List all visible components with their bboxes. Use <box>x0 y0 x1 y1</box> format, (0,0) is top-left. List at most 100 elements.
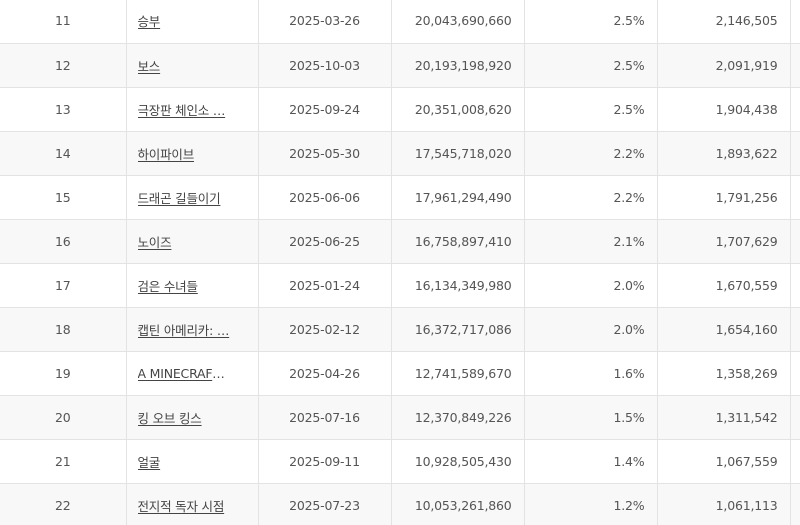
release-date-cell: 2025-09-24 <box>258 87 392 131</box>
movie-title-link[interactable]: 승부 <box>137 14 161 30</box>
rank-cell: 17 <box>0 263 127 307</box>
audience-count-cell: 1,311,542 <box>657 395 791 439</box>
sales-amount-cell: 20,043,690,660 <box>391 0 525 43</box>
sales-amount-cell: 10,053,261,860 <box>391 483 525 525</box>
sales-share-cell: 2.2% <box>524 175 658 219</box>
movie-title-link[interactable]: 보스 <box>137 58 161 74</box>
audience-count-cell: 1,061,113 <box>657 483 791 525</box>
table-row: 19 A MINECRAFT … 2025-04-26 12,741,589,670 1… <box>0 351 800 395</box>
release-date-cell: 2025-02-12 <box>258 307 392 351</box>
sales-share-cell: 2.2% <box>524 131 658 175</box>
rank-cell: 21 <box>0 439 127 483</box>
movie-title-cell: 얼굴 <box>126 439 259 483</box>
overflow-column-cell <box>790 483 800 525</box>
sales-amount-cell: 17,961,294,490 <box>391 175 525 219</box>
release-date-cell: 2025-03-26 <box>258 0 392 43</box>
rank-cell: 15 <box>0 175 127 219</box>
table-row: 22 전지적 독자 시점 2025-07-23 10,053,261,860 1.2% 1… <box>0 483 800 525</box>
movie-title-link[interactable]: 킹 오브 킹스 <box>137 410 202 426</box>
movie-title-link[interactable]: A MINECRAFT … <box>137 365 232 381</box>
sales-share-cell: 1.4% <box>524 439 658 483</box>
sales-share-cell: 1.6% <box>524 351 658 395</box>
table-row: 21 얼굴 2025-09-11 10,928,505,430 1.4% 1,067,55… <box>0 439 800 483</box>
movie-title-cell: 보스 <box>126 43 259 87</box>
overflow-column-cell <box>790 87 800 131</box>
overflow-column-cell <box>790 263 800 307</box>
release-date-cell: 2025-04-26 <box>258 351 392 395</box>
movie-title-link[interactable]: 검은 수녀들 <box>137 278 198 294</box>
overflow-column-cell <box>790 43 800 87</box>
table-row: 17 검은 수녀들 2025-01-24 16,134,349,980 2.0% 1,67… <box>0 263 800 307</box>
sales-amount-cell: 17,545,718,020 <box>391 131 525 175</box>
release-date-cell: 2025-07-16 <box>258 395 392 439</box>
release-date-cell: 2025-09-11 <box>258 439 392 483</box>
movie-title-cell: 노이즈 <box>126 219 259 263</box>
rank-cell: 19 <box>0 351 127 395</box>
audience-count-cell: 1,707,629 <box>657 219 791 263</box>
movie-title-link[interactable]: 노이즈 <box>137 234 172 250</box>
rank-cell: 16 <box>0 219 127 263</box>
movie-title-link[interactable]: 전지적 독자 시점 <box>137 498 225 514</box>
sales-amount-cell: 16,758,897,410 <box>391 219 525 263</box>
table-row: 15 드래곤 길들이기 2025-06-06 17,961,294,490 2.2% 1,… <box>0 175 800 219</box>
rank-cell: 11 <box>0 0 127 43</box>
movie-title-cell: 하이파이브 <box>126 131 259 175</box>
sales-amount-cell: 20,193,198,920 <box>391 43 525 87</box>
audience-count-cell: 1,893,622 <box>657 131 791 175</box>
release-date-cell: 2025-05-30 <box>258 131 392 175</box>
movie-title-cell: 드래곤 길들이기 <box>126 175 259 219</box>
sales-share-cell: 2.0% <box>524 263 658 307</box>
movie-title-link[interactable]: 얼굴 <box>137 454 161 470</box>
sales-share-cell: 1.5% <box>524 395 658 439</box>
movie-title-cell: 검은 수녀들 <box>126 263 259 307</box>
overflow-column-cell <box>790 131 800 175</box>
sales-share-cell: 1.2% <box>524 483 658 525</box>
table-row: 12 보스 2025-10-03 20,193,198,920 2.5% 2,091,91… <box>0 43 800 87</box>
overflow-column-cell <box>790 175 800 219</box>
rank-cell: 12 <box>0 43 127 87</box>
movie-title-cell: 전지적 독자 시점 <box>126 483 259 525</box>
movie-title-link[interactable]: 극장판 체인소 … <box>137 102 226 118</box>
sales-share-cell: 2.5% <box>524 43 658 87</box>
audience-count-cell: 1,670,559 <box>657 263 791 307</box>
audience-count-cell: 1,654,160 <box>657 307 791 351</box>
sales-amount-cell: 12,370,849,226 <box>391 395 525 439</box>
table-row: 14 하이파이브 2025-05-30 17,545,718,020 2.2% 1,893… <box>0 131 800 175</box>
overflow-column-cell <box>790 439 800 483</box>
rank-cell: 20 <box>0 395 127 439</box>
movie-title-cell: 캡틴 아메리카: … <box>126 307 259 351</box>
movie-title-link[interactable]: 드래곤 길들이기 <box>137 190 221 206</box>
rank-cell: 18 <box>0 307 127 351</box>
rank-cell: 14 <box>0 131 127 175</box>
sales-amount-cell: 16,134,349,980 <box>391 263 525 307</box>
audience-count-cell: 1,067,559 <box>657 439 791 483</box>
movie-title-link[interactable]: 하이파이브 <box>137 146 195 162</box>
audience-count-cell: 1,791,256 <box>657 175 791 219</box>
overflow-column-cell <box>790 351 800 395</box>
release-date-cell: 2025-01-24 <box>258 263 392 307</box>
release-date-cell: 2025-10-03 <box>258 43 392 87</box>
audience-count-cell: 1,358,269 <box>657 351 791 395</box>
release-date-cell: 2025-06-06 <box>258 175 392 219</box>
audience-count-cell: 2,091,919 <box>657 43 791 87</box>
movie-title-cell: 극장판 체인소 … <box>126 87 259 131</box>
sales-share-cell: 2.1% <box>524 219 658 263</box>
movie-title-cell: 승부 <box>126 0 259 43</box>
release-date-cell: 2025-06-25 <box>258 219 392 263</box>
sales-share-cell: 2.0% <box>524 307 658 351</box>
movie-title-cell: 킹 오브 킹스 <box>126 395 259 439</box>
sales-amount-cell: 16,372,717,086 <box>391 307 525 351</box>
sales-share-cell: 2.5% <box>524 0 658 43</box>
overflow-column-cell <box>790 395 800 439</box>
sales-share-cell: 2.5% <box>524 87 658 131</box>
overflow-column-cell <box>790 219 800 263</box>
movie-title-link[interactable]: 캡틴 아메리카: … <box>137 322 230 338</box>
table-row: 18 캡틴 아메리카: … 2025-02-12 16,372,717,086 2.0%… <box>0 307 800 351</box>
movie-title-cell: A MINECRAFT … <box>126 351 259 395</box>
overflow-column-cell <box>790 307 800 351</box>
overflow-column-cell <box>790 0 800 43</box>
audience-count-cell: 1,904,438 <box>657 87 791 131</box>
rank-cell: 13 <box>0 87 127 131</box>
